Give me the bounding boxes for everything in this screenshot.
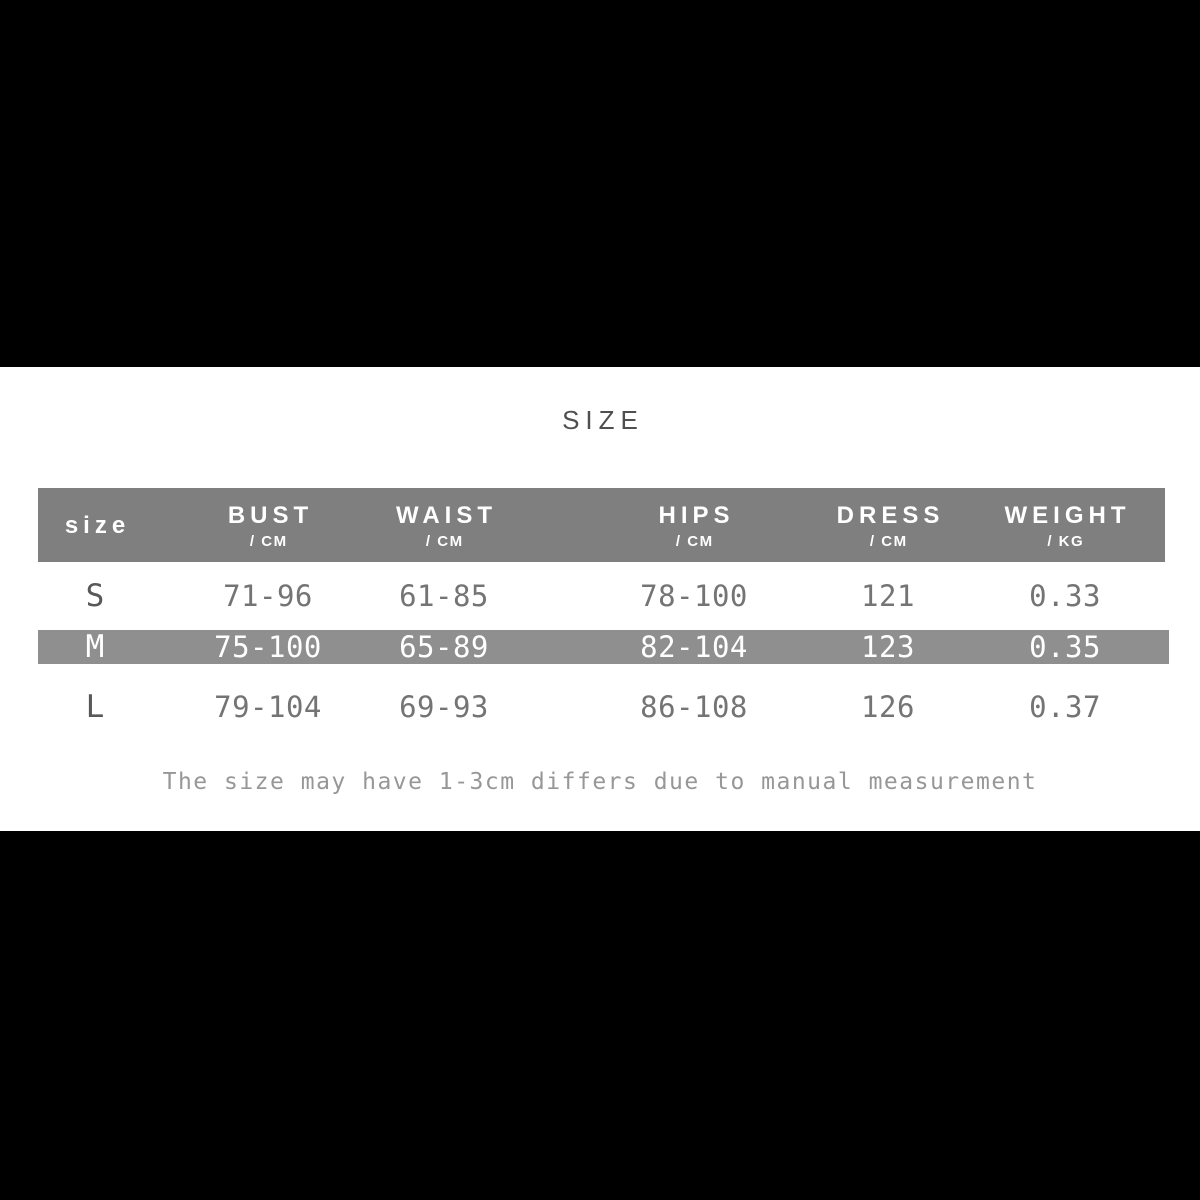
value-cell: 126 bbox=[861, 690, 915, 724]
column-header-hips: HIPS / CM bbox=[619, 488, 769, 562]
column-unit: / KG bbox=[1047, 533, 1085, 550]
column-unit: / CM bbox=[425, 533, 464, 550]
column-label: HIPS bbox=[658, 502, 735, 529]
measurement-note: The size may have 1-3cm differs due to m… bbox=[162, 769, 1038, 795]
value-cell: 75-100 bbox=[214, 630, 322, 664]
column-header-weight: WEIGHT / KG bbox=[990, 488, 1140, 562]
size-label: S bbox=[85, 578, 105, 614]
size-label: L bbox=[85, 689, 105, 725]
column-header-size: size bbox=[38, 488, 152, 562]
column-unit: / CM bbox=[675, 533, 714, 550]
value-cell: 79-104 bbox=[214, 690, 322, 724]
size-label: M bbox=[85, 629, 105, 665]
page-title: SIZE bbox=[562, 405, 644, 435]
value-cell: 71-96 bbox=[223, 579, 313, 613]
table-header-row: size BUST / CM WAIST / CM HIPS / CM DRESS / CM W… bbox=[38, 488, 1165, 562]
column-unit: / CM bbox=[869, 533, 908, 550]
value-cell: 69-93 bbox=[399, 690, 489, 724]
column-unit: / CM bbox=[249, 533, 288, 550]
column-header-dress: DRESS / CM bbox=[813, 488, 963, 562]
size-row-m: M 75-100 65-89 82-104 123 0.35 bbox=[38, 629, 1169, 665]
value-cell: 0.35 bbox=[1029, 630, 1101, 664]
value-cell: 61-85 bbox=[399, 579, 489, 613]
letterbox-bottom bbox=[0, 831, 1200, 1200]
column-label: WAIST bbox=[396, 502, 497, 529]
size-row-l: L 79-104 69-93 86-108 126 0.37 bbox=[38, 664, 1166, 750]
size-row-s: S 71-96 61-85 78-100 121 0.33 bbox=[38, 562, 1166, 630]
value-cell: 0.37 bbox=[1029, 690, 1101, 724]
value-cell: 121 bbox=[861, 579, 915, 613]
letterbox-top bbox=[0, 0, 1200, 367]
column-label: WEIGHT bbox=[1004, 502, 1131, 529]
column-header-waist: WAIST / CM bbox=[369, 488, 519, 562]
size-chart-panel: SIZE size BUST / CM WAIST / CM HIPS / CM DRESS… bbox=[0, 367, 1200, 831]
value-cell: 82-104 bbox=[640, 630, 748, 664]
value-cell: 123 bbox=[861, 630, 915, 664]
column-label: size bbox=[64, 512, 131, 539]
column-label: BUST bbox=[227, 502, 314, 529]
column-label: DRESS bbox=[836, 502, 945, 529]
value-cell: 0.33 bbox=[1029, 579, 1101, 613]
value-cell: 86-108 bbox=[640, 690, 748, 724]
column-header-bust: BUST / CM bbox=[193, 488, 343, 562]
value-cell: 78-100 bbox=[640, 579, 748, 613]
value-cell: 65-89 bbox=[399, 630, 489, 664]
